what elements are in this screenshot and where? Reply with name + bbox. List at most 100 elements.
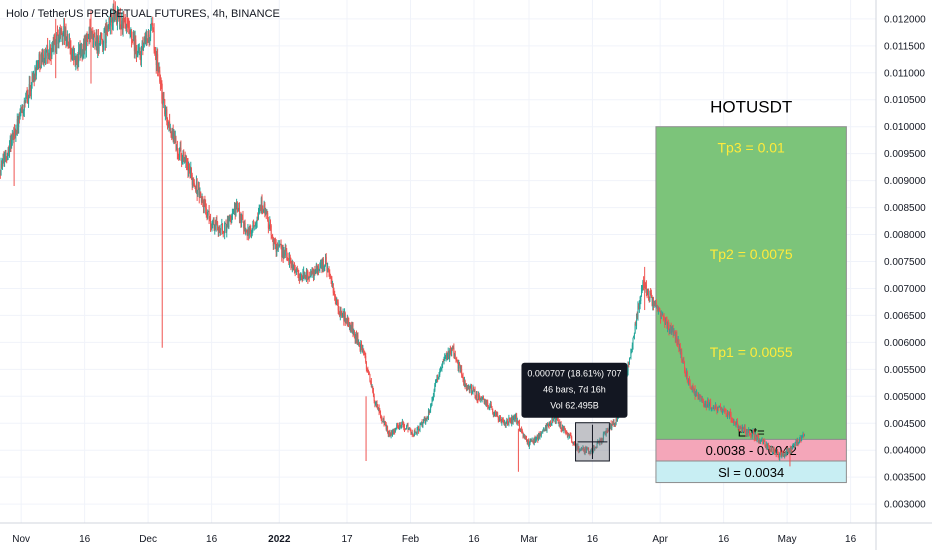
candle-body bbox=[765, 445, 767, 448]
candle-body bbox=[551, 418, 553, 424]
candle-body bbox=[454, 354, 456, 356]
candle-body bbox=[481, 399, 483, 401]
candle-body bbox=[632, 338, 634, 346]
candle-body bbox=[641, 285, 643, 288]
candle-body bbox=[492, 412, 494, 415]
candle-body bbox=[430, 405, 432, 410]
candle-body bbox=[305, 275, 307, 279]
candle-body bbox=[519, 428, 521, 430]
candle-body bbox=[16, 130, 18, 132]
y-tick-label: 0.005500 bbox=[884, 365, 926, 376]
candle-body bbox=[777, 451, 779, 454]
candle-body bbox=[310, 271, 312, 276]
candle-body bbox=[172, 129, 174, 141]
candle-body bbox=[386, 427, 388, 430]
candle-body bbox=[521, 430, 523, 433]
candle-body bbox=[250, 228, 252, 237]
candle-body bbox=[319, 267, 321, 270]
candle-body bbox=[197, 189, 199, 195]
candle-body bbox=[230, 217, 232, 223]
candle-body bbox=[581, 448, 583, 450]
candle-body bbox=[142, 42, 144, 48]
candle-body bbox=[263, 203, 265, 211]
x-tick-label: Dec bbox=[139, 534, 157, 545]
candle-body bbox=[128, 29, 130, 34]
candle-body bbox=[420, 421, 422, 424]
candle-body bbox=[99, 40, 101, 44]
candle-body bbox=[310, 271, 312, 277]
candle-body bbox=[207, 211, 209, 216]
candle-body bbox=[736, 421, 738, 423]
candle-body bbox=[181, 157, 183, 163]
candle-body bbox=[183, 157, 185, 159]
candle-body bbox=[595, 446, 597, 448]
candle-body bbox=[191, 174, 193, 185]
candle-body bbox=[769, 448, 771, 451]
candle-body bbox=[667, 323, 669, 326]
candle-body bbox=[448, 351, 450, 359]
candle-body bbox=[667, 323, 669, 329]
candle-body bbox=[198, 188, 200, 190]
candle-body bbox=[358, 342, 360, 347]
candle-body bbox=[404, 428, 406, 430]
candle-body bbox=[351, 326, 353, 329]
candle-body bbox=[208, 210, 210, 219]
candle-body bbox=[117, 9, 119, 12]
candle-body bbox=[429, 409, 431, 412]
candle-body bbox=[739, 426, 741, 430]
candle-body bbox=[382, 421, 384, 423]
candle-body bbox=[412, 434, 414, 436]
candle-body bbox=[564, 427, 566, 429]
candle-body bbox=[225, 223, 227, 232]
candle-body bbox=[505, 421, 507, 426]
candle-body bbox=[391, 432, 393, 434]
candle-body bbox=[690, 388, 692, 390]
candle-body bbox=[248, 228, 250, 236]
candle-body bbox=[502, 418, 504, 420]
candle-body bbox=[377, 408, 379, 410]
candle-body bbox=[256, 218, 258, 222]
candle-body bbox=[324, 266, 326, 268]
candle-body bbox=[308, 276, 310, 279]
candle-body bbox=[181, 158, 183, 163]
candle-body bbox=[6, 156, 8, 158]
candle-body bbox=[493, 413, 495, 415]
candle-body bbox=[375, 403, 377, 405]
candle-body bbox=[435, 381, 437, 382]
y-tick-label: 0.007500 bbox=[884, 257, 926, 268]
candle-body bbox=[60, 29, 62, 38]
candle-body bbox=[419, 424, 421, 430]
candle-body bbox=[513, 415, 515, 419]
candle-body bbox=[671, 330, 673, 333]
candle-body bbox=[57, 34, 59, 44]
candle-body bbox=[798, 442, 800, 444]
candle-body bbox=[143, 46, 145, 48]
candle-body bbox=[251, 230, 253, 235]
candle-body bbox=[236, 201, 238, 210]
candle-body bbox=[50, 52, 52, 57]
candle-body bbox=[461, 369, 463, 375]
candle-body bbox=[64, 27, 66, 40]
candle-body bbox=[390, 432, 392, 436]
candle-body bbox=[160, 83, 162, 85]
candle-body bbox=[379, 411, 381, 413]
candle-body bbox=[423, 420, 425, 423]
candle-body bbox=[793, 445, 795, 447]
candle-body bbox=[163, 99, 165, 100]
candle-body bbox=[750, 434, 752, 436]
candle-body bbox=[782, 453, 784, 455]
candle-body bbox=[358, 342, 360, 345]
candle-body bbox=[612, 420, 614, 425]
candle-body bbox=[266, 212, 268, 215]
candle-body bbox=[692, 385, 694, 389]
candle-body bbox=[363, 348, 365, 352]
candle-body bbox=[403, 427, 405, 429]
candle-body bbox=[719, 405, 721, 407]
candle-body bbox=[585, 447, 587, 453]
candle-body bbox=[265, 210, 267, 214]
candle-body bbox=[533, 441, 535, 443]
candle-body bbox=[633, 332, 635, 336]
candle-body bbox=[778, 457, 780, 459]
